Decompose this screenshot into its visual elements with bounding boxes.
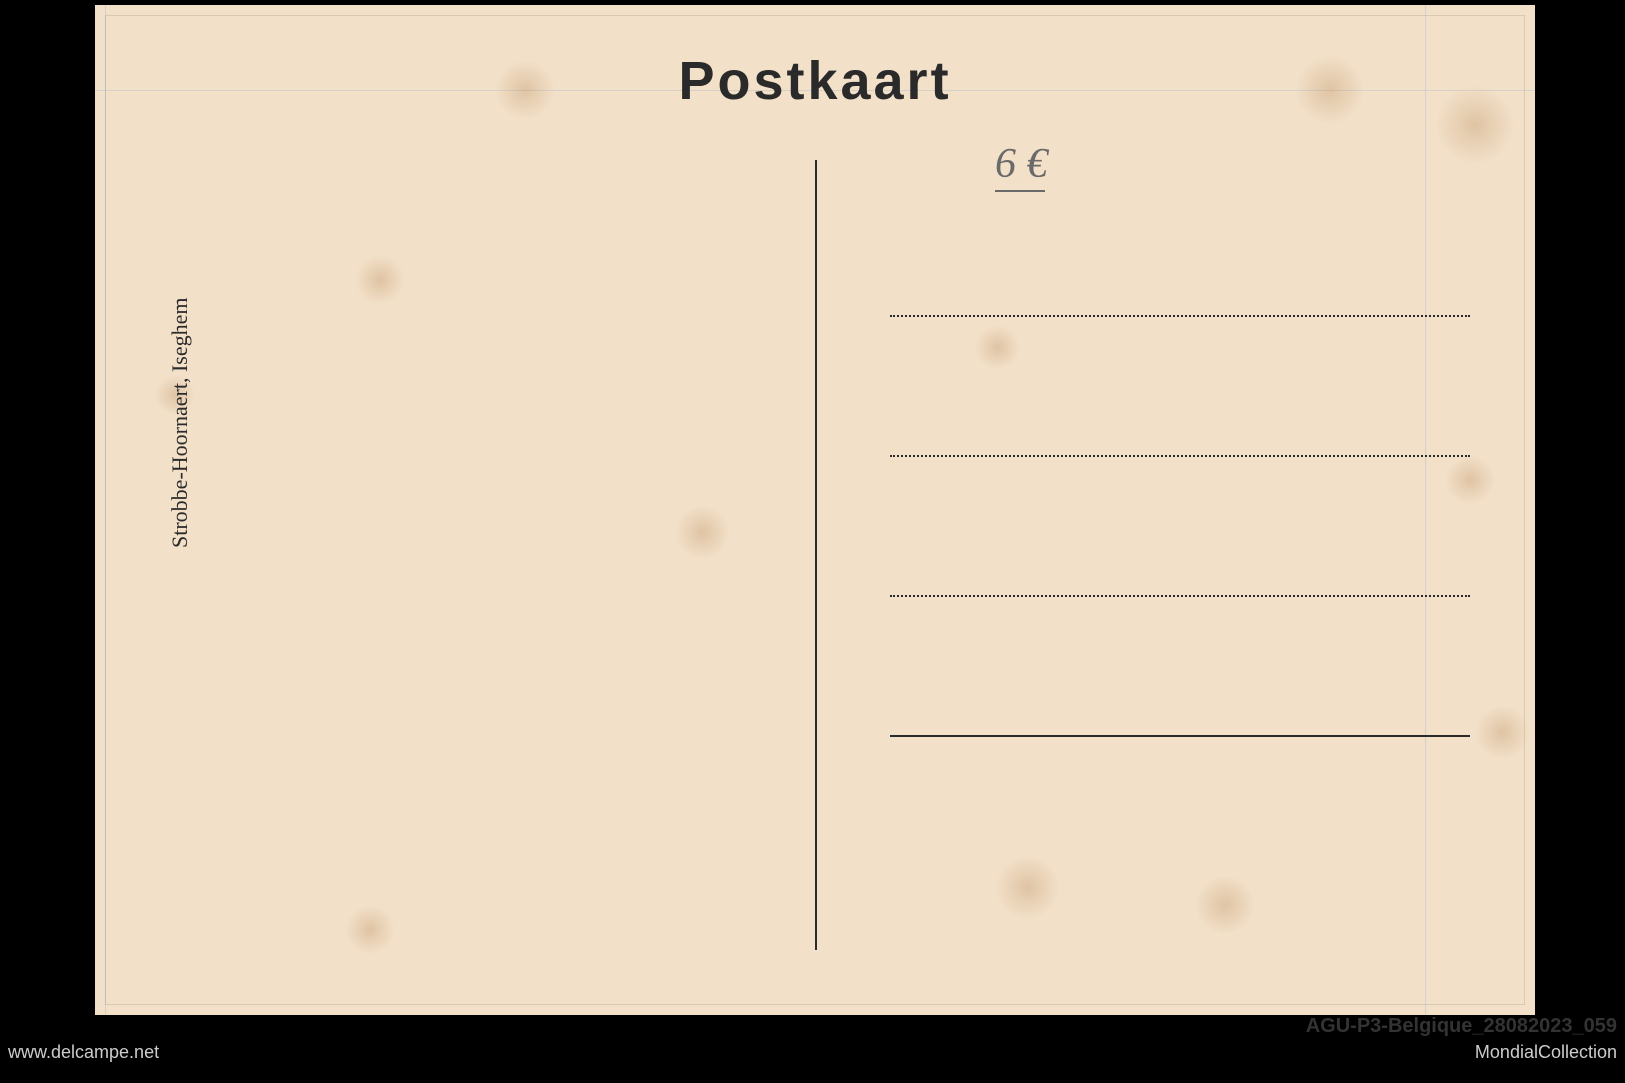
handwritten-underline — [995, 190, 1045, 192]
address-line-4 — [890, 735, 1470, 737]
address-line-2 — [890, 455, 1470, 457]
publisher-text: Strobbe-Hoornaert, Iseghem — [167, 298, 193, 548]
watermark-right: MondialCollection — [1475, 1042, 1617, 1063]
address-line-1 — [890, 315, 1470, 317]
guide-line-vertical-right — [1425, 5, 1426, 1015]
handwritten-price: 6 € — [995, 140, 1048, 188]
center-divider — [815, 160, 817, 950]
postcard-title: Postkaart — [678, 50, 951, 112]
reference-code: AGU-P3-Belgique_28082023_059 — [1306, 1015, 1617, 1038]
watermark-left: www.delcampe.net — [8, 1042, 159, 1063]
address-line-3 — [890, 595, 1470, 597]
postcard: Postkaart 6 € Strobbe-Hoornaert, Iseghem — [95, 5, 1535, 1015]
guide-line-vertical-left — [105, 5, 106, 1015]
